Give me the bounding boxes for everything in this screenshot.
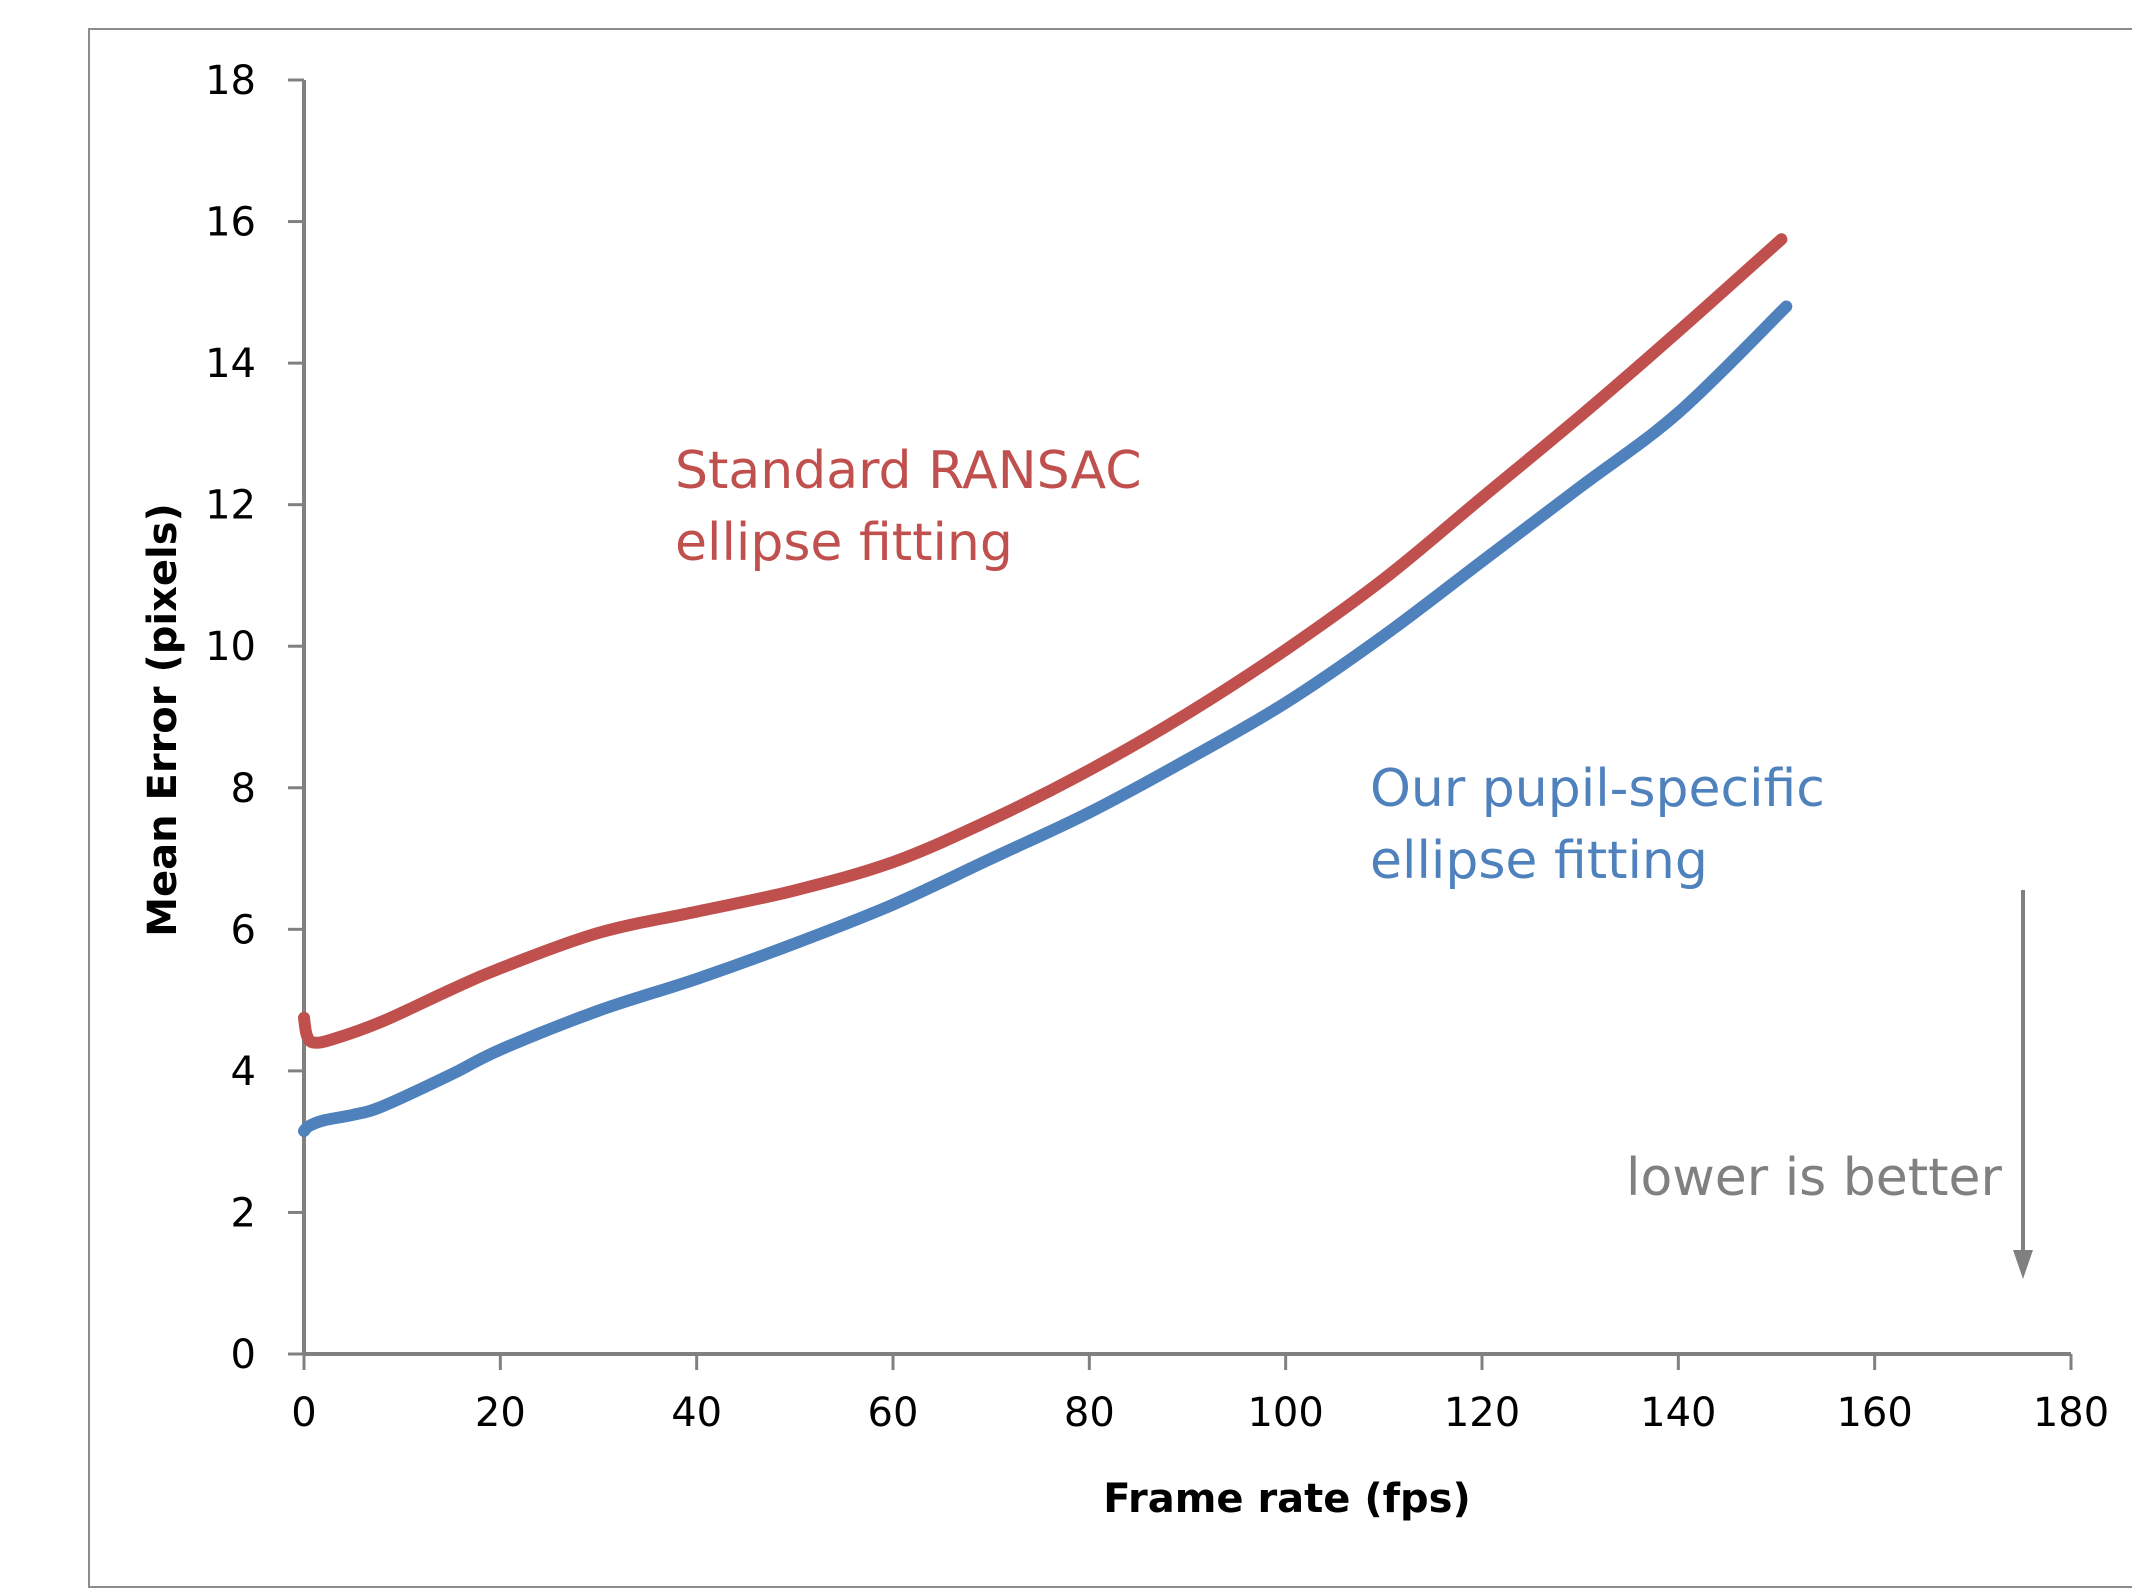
y-tick-label: 0	[231, 1332, 256, 1378]
x-axis-title: Frame rate (fps)	[1103, 1476, 1471, 1522]
x-tick-label: 80	[1064, 1390, 1115, 1436]
arrow-head	[2013, 1250, 2033, 1279]
x-tick-label: 120	[1444, 1390, 1520, 1436]
lower-is-better-arrow	[2013, 890, 2033, 1279]
pupil-series-line	[298, 300, 1793, 1137]
y-tick-label: 16	[205, 200, 256, 246]
y-tick-label: 12	[205, 483, 256, 529]
x-tick-label: 40	[671, 1390, 722, 1436]
x-tick-label: 20	[475, 1390, 526, 1436]
x-tick-label: 180	[2033, 1390, 2109, 1436]
y-tick-label: 2	[231, 1190, 256, 1236]
y-tick-label: 8	[231, 766, 256, 812]
pupil-annotation-line-1: Our pupil-specific	[1370, 759, 1825, 819]
line-chart: Mean Error (pixels) Frame rate (fps) Sta…	[140, 58, 2109, 1522]
y-tick-label: 4	[231, 1049, 256, 1095]
ransac-annotation-line-1: Standard RANSAC	[675, 441, 1142, 501]
pupil-annotation-line-2: ellipse fitting	[1370, 831, 1708, 891]
x-tick-label: 140	[1640, 1390, 1716, 1436]
tick-marks	[288, 78, 2073, 1370]
lower-is-better-annotation: lower is better	[1626, 1148, 2003, 1208]
y-tick-label: 14	[205, 341, 256, 387]
series-lines	[298, 233, 1793, 1137]
axes	[302, 80, 2071, 1356]
lower-is-better-text: lower is better	[1626, 1148, 2003, 1208]
ransac-series-line	[298, 233, 1788, 1049]
y-tick-label: 6	[231, 907, 256, 953]
x-tick-label: 160	[1836, 1390, 1912, 1436]
y-tick-label: 10	[205, 624, 256, 670]
x-tick-label: 60	[868, 1390, 919, 1436]
pupil-annotation: Our pupil-specific ellipse fitting	[1370, 759, 1841, 891]
ransac-annotation-line-2: ellipse fitting	[675, 513, 1013, 573]
y-tick-label: 18	[205, 58, 256, 104]
ransac-annotation: Standard RANSAC ellipse fitting	[675, 441, 1158, 573]
x-tick-label: 100	[1247, 1390, 1323, 1436]
y-axis-title: Mean Error (pixels)	[140, 503, 186, 937]
x-tick-label: 0	[291, 1390, 316, 1436]
